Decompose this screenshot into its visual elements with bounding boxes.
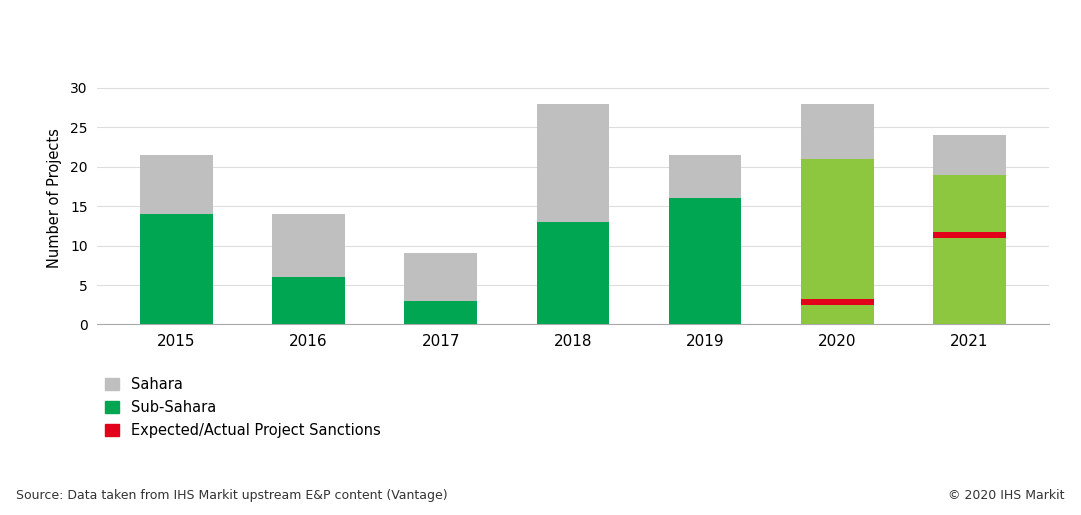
- Bar: [669, 198, 742, 324]
- Bar: [404, 301, 477, 324]
- Legend: Sahara, Sub-Sahara, Expected/Actual Project Sanctions: Sahara, Sub-Sahara, Expected/Actual Proj…: [105, 377, 381, 438]
- Bar: [536, 222, 610, 324]
- Bar: [141, 214, 213, 324]
- Bar: [272, 277, 345, 324]
- Bar: [801, 159, 873, 299]
- Y-axis label: Number of Projects: Number of Projects: [46, 128, 62, 268]
- Bar: [933, 175, 1005, 232]
- Bar: [801, 299, 873, 305]
- Text: © 2020 IHS Markit: © 2020 IHS Markit: [948, 489, 1065, 502]
- Bar: [669, 155, 742, 198]
- Bar: [141, 155, 213, 214]
- Bar: [801, 104, 873, 159]
- Bar: [933, 232, 1005, 238]
- Bar: [536, 104, 610, 222]
- Bar: [272, 214, 345, 277]
- Text: Africa upstream project sanction by year - Pre and Post Crash Comparison: Africa upstream project sanction by year…: [16, 25, 769, 43]
- Bar: [801, 305, 873, 324]
- Bar: [933, 238, 1005, 324]
- Text: Source: Data taken from IHS Markit upstream E&P content (Vantage): Source: Data taken from IHS Markit upstr…: [16, 489, 448, 502]
- Bar: [933, 135, 1005, 175]
- Bar: [404, 253, 477, 301]
